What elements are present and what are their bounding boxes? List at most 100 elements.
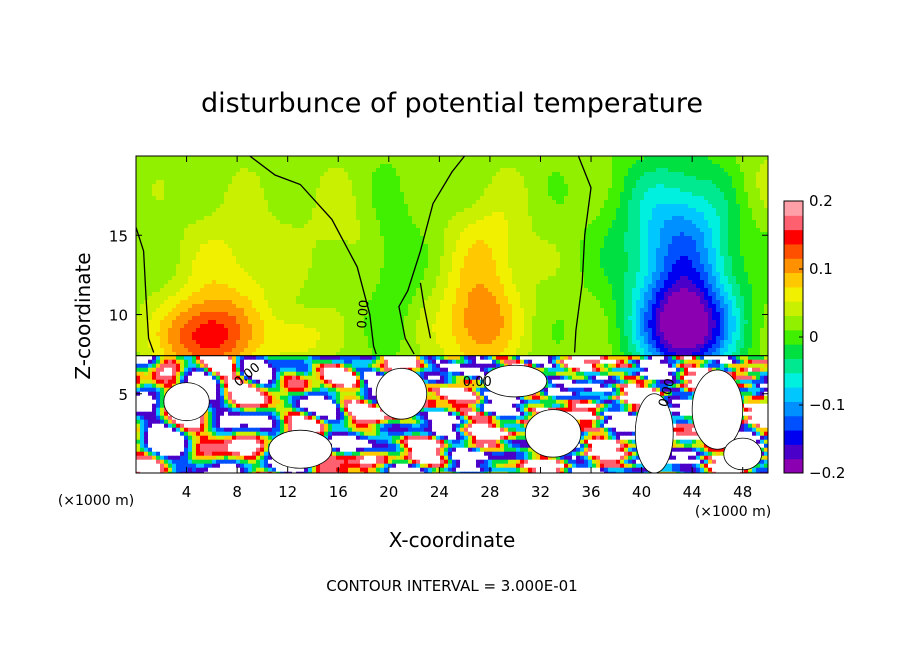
- heatmap-cell: [368, 228, 373, 233]
- heatmap-cell: [172, 156, 177, 161]
- heatmap-cell: [368, 232, 373, 237]
- heatmap-cell: [508, 248, 513, 253]
- heatmap-cell: [300, 220, 305, 225]
- heatmap-cell: [252, 180, 257, 185]
- heatmap-cell: [248, 236, 253, 241]
- heatmap-cell: [496, 176, 501, 181]
- heatmap-cell: [228, 252, 233, 257]
- heatmap-cell: [456, 280, 461, 285]
- heatmap-cell: [692, 172, 697, 177]
- heatmap-cell: [608, 192, 613, 197]
- heatmap-cell: [212, 160, 217, 165]
- heatmap-cell: [380, 204, 385, 209]
- heatmap-cell: [324, 276, 329, 281]
- heatmap-cell: [540, 276, 545, 281]
- heatmap-cell: [528, 172, 533, 177]
- heatmap-cell: [648, 168, 653, 173]
- heatmap-cell: [636, 176, 641, 181]
- heatmap-cell: [452, 156, 457, 161]
- heatmap-cell: [172, 236, 177, 241]
- heatmap-cell: [372, 176, 377, 181]
- heatmap-cell: [548, 192, 553, 197]
- heatmap-cell: [408, 172, 413, 177]
- heatmap-cell: [640, 268, 645, 273]
- heatmap-cell: [356, 196, 361, 201]
- heatmap-cell: [428, 196, 433, 201]
- heatmap-cell: [356, 184, 361, 189]
- heatmap-cell: [704, 172, 709, 177]
- heatmap-cell: [164, 252, 169, 257]
- heatmap-cell: [740, 224, 745, 229]
- heatmap-cell: [748, 248, 753, 253]
- heatmap-cell: [528, 208, 533, 213]
- heatmap-cell: [540, 264, 545, 269]
- heatmap-cell: [604, 216, 609, 221]
- heatmap-cell: [644, 156, 649, 161]
- heatmap-cell: [740, 272, 745, 277]
- heatmap-cell: [332, 272, 337, 277]
- heatmap-cell: [356, 180, 361, 185]
- heatmap-cell: [256, 172, 261, 177]
- heatmap-cell: [480, 228, 485, 233]
- heatmap-cell: [288, 176, 293, 181]
- heatmap-cell: [576, 236, 581, 241]
- heatmap-cell: [376, 164, 381, 169]
- heatmap-cell: [164, 220, 169, 225]
- heatmap-cell: [396, 208, 401, 213]
- heatmap-cell: [480, 260, 485, 265]
- heatmap-cell: [244, 212, 249, 217]
- heatmap-cell: [224, 192, 229, 197]
- heatmap-cell: [484, 216, 489, 221]
- heatmap-cell: [520, 164, 525, 169]
- heatmap-cell: [164, 268, 169, 273]
- heatmap-cell: [148, 184, 153, 189]
- heatmap-cell: [324, 212, 329, 217]
- heatmap-cell: [668, 188, 673, 193]
- heatmap-cell: [508, 256, 513, 261]
- heatmap-cell: [624, 180, 629, 185]
- heatmap-cell: [684, 228, 689, 233]
- heatmap-cell: [692, 260, 697, 265]
- heatmap-cell: [464, 208, 469, 213]
- heatmap-cell: [644, 180, 649, 185]
- heatmap-cell: [304, 208, 309, 213]
- heatmap-cell: [232, 280, 237, 285]
- heatmap-cell: [568, 244, 573, 249]
- heatmap-cell: [636, 260, 641, 265]
- heatmap-cell: [604, 268, 609, 273]
- heatmap-cell: [144, 280, 149, 285]
- heatmap-cell: [260, 160, 265, 165]
- heatmap-cell: [364, 276, 369, 281]
- heatmap-cell: [348, 180, 353, 185]
- heatmap-cell: [588, 204, 593, 209]
- heatmap-cell: [424, 216, 429, 221]
- heatmap-cell: [708, 172, 713, 177]
- heatmap-cell: [488, 184, 493, 189]
- heatmap-cell: [320, 188, 325, 193]
- heatmap-cell: [284, 276, 289, 281]
- heatmap-cell: [184, 212, 189, 217]
- heatmap-cell: [684, 220, 689, 225]
- heatmap-cell: [700, 248, 705, 253]
- heatmap-cell: [744, 196, 749, 201]
- heatmap-cell: [260, 236, 265, 241]
- heatmap-cell: [720, 244, 725, 249]
- heatmap-cell: [284, 180, 289, 185]
- heatmap-cell: [204, 204, 209, 209]
- heatmap-cell: [328, 248, 333, 253]
- heatmap-cell: [480, 192, 485, 197]
- heatmap-cell: [716, 180, 721, 185]
- heatmap-cell: [260, 244, 265, 249]
- heatmap-cell: [320, 232, 325, 237]
- heatmap-cell: [236, 220, 241, 225]
- heatmap-cell: [724, 168, 729, 173]
- heatmap-cell: [628, 160, 633, 165]
- heatmap-cell: [316, 180, 321, 185]
- heatmap-cell: [756, 172, 761, 177]
- heatmap-cell: [248, 252, 253, 257]
- heatmap-cell: [616, 164, 621, 169]
- heatmap-cell: [380, 200, 385, 205]
- heatmap-cell: [588, 216, 593, 221]
- heatmap-cell: [152, 164, 157, 169]
- heatmap-cell: [388, 180, 393, 185]
